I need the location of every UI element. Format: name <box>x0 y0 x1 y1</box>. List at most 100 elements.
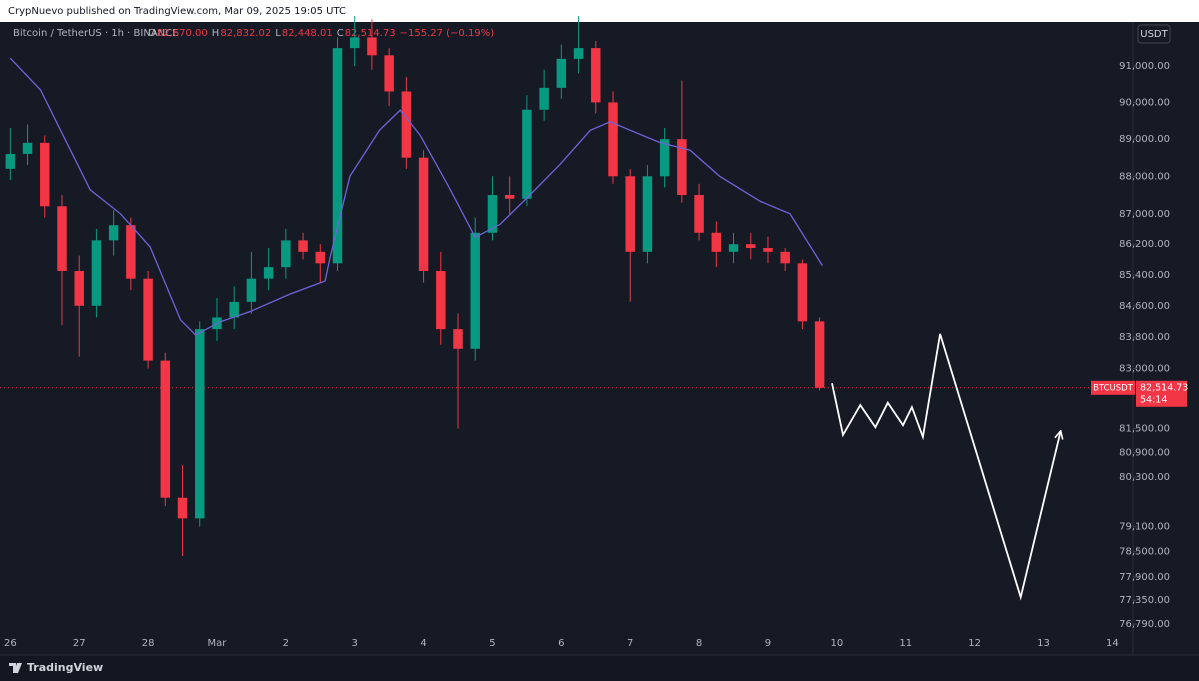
y-tick-label: 89,000.00 <box>1119 134 1170 145</box>
change: −155.27 (−0.19%) <box>400 28 495 39</box>
candle-body <box>332 48 343 264</box>
candle-body <box>573 48 584 59</box>
candle-body <box>677 139 687 196</box>
candle-body <box>177 497 188 519</box>
y-tick-label: 90,000.00 <box>1119 97 1170 108</box>
currency: USDT <box>1140 29 1168 40</box>
x-tick-label: 11 <box>899 638 912 649</box>
publisher: CrypNuevo published on TradingView.com, … <box>8 6 346 17</box>
candle-body <box>470 232 480 349</box>
candle-body <box>728 244 739 252</box>
candle-body <box>195 329 205 519</box>
y-tick-label: 78,500.00 <box>1119 547 1170 558</box>
candle-body <box>5 153 16 169</box>
countdown: 54:14 <box>1140 394 1167 405</box>
y-tick-label: 85,400.00 <box>1119 270 1170 281</box>
x-tick-label: 13 <box>1037 638 1050 649</box>
ohlc-key: L <box>275 28 281 39</box>
candle-body <box>246 278 257 302</box>
chart-title: Bitcoin / TetherUS · 1h · BINANCE <box>13 28 178 39</box>
candle-body <box>608 102 618 177</box>
y-tick-label: 80,900.00 <box>1119 448 1170 459</box>
y-tick-label: 83,800.00 <box>1119 332 1170 343</box>
candle-body <box>126 225 136 279</box>
candle-body <box>694 195 704 233</box>
brand: TradingView <box>27 661 103 674</box>
y-tick-label: 83,000.00 <box>1119 364 1170 375</box>
x-tick-label: 28 <box>142 638 155 649</box>
candle-body <box>91 240 102 306</box>
candle-body <box>522 109 532 199</box>
y-tick-label: 77,350.00 <box>1119 595 1170 606</box>
moving-average <box>9 57 823 336</box>
candle-body <box>40 142 50 207</box>
candle-body <box>436 270 446 330</box>
y-tick-label: 84,600.00 <box>1119 301 1170 312</box>
candle-body <box>263 267 274 279</box>
ohlc-key: H <box>212 28 220 39</box>
candle-body <box>281 240 291 268</box>
candle-body <box>797 263 808 322</box>
x-tick-label: 27 <box>73 638 86 649</box>
x-tick-label: 8 <box>696 638 702 649</box>
symbol-tag: BTCUSDT <box>1093 383 1134 393</box>
x-tick-label: 10 <box>830 638 843 649</box>
projection <box>831 333 1061 601</box>
candle-body <box>591 48 601 103</box>
symbol-tag-bg <box>1091 380 1135 395</box>
y-tick-label: 91,000.00 <box>1119 61 1170 72</box>
x-tick-label: 4 <box>420 638 426 649</box>
candle-body <box>539 87 549 110</box>
candle-body <box>625 176 635 252</box>
candle-body <box>229 301 239 318</box>
candle-body <box>108 225 119 241</box>
x-tick-label: 7 <box>627 638 633 649</box>
ohlc-value: 82,514.73 <box>345 28 396 39</box>
x-tick-label: 3 <box>352 638 358 649</box>
candle-body <box>367 37 377 56</box>
ohlc-value: 82,670.00 <box>157 28 208 39</box>
candle-body <box>711 232 722 252</box>
candle-body <box>74 270 84 306</box>
top-bar <box>0 0 1199 22</box>
y-tick-label: 77,900.00 <box>1119 572 1170 583</box>
candle-body <box>57 206 67 271</box>
candle-body <box>401 91 412 158</box>
ohlc-key: O <box>148 28 156 39</box>
y-tick-label: 86,200.00 <box>1119 239 1170 250</box>
x-tick-label: 6 <box>558 638 564 649</box>
footer <box>0 656 1199 681</box>
legend: Bitcoin / TetherUS · 1h · BINANCE <box>13 28 178 39</box>
candle-body <box>763 248 773 252</box>
candle-body <box>22 142 33 154</box>
candle-body <box>659 139 670 177</box>
x-tick-label: Mar <box>208 638 228 649</box>
candle-body <box>487 195 498 233</box>
price-tag: 82,514.73 <box>1140 382 1188 393</box>
candle-body <box>315 251 326 264</box>
ohlc-value: 82,832.02 <box>220 28 271 39</box>
plot-bg <box>0 22 1199 655</box>
ohlc-key: C <box>337 28 344 39</box>
candle-body <box>160 360 171 498</box>
y-tick-label: 79,100.00 <box>1119 522 1170 533</box>
candle-body <box>143 278 153 361</box>
currency-box <box>1137 24 1171 44</box>
candle-body <box>746 244 756 249</box>
x-tick-label: 2 <box>283 638 289 649</box>
x-tick-label: 14 <box>1106 638 1119 649</box>
logo <box>9 663 22 673</box>
candle-body <box>642 176 653 252</box>
candle-body <box>349 37 360 49</box>
y-tick-label: 87,000.00 <box>1119 209 1170 220</box>
y-tick-label: 81,500.00 <box>1119 423 1170 434</box>
y-tick-label: 76,790.00 <box>1119 619 1170 630</box>
candle-body <box>814 321 825 388</box>
price-tag-bg <box>1136 380 1187 407</box>
candle-body <box>780 251 790 264</box>
candle-body <box>384 55 394 92</box>
candle-body <box>453 329 463 349</box>
y-tick-label: 80,300.00 <box>1119 472 1170 483</box>
candle-body <box>504 195 515 199</box>
